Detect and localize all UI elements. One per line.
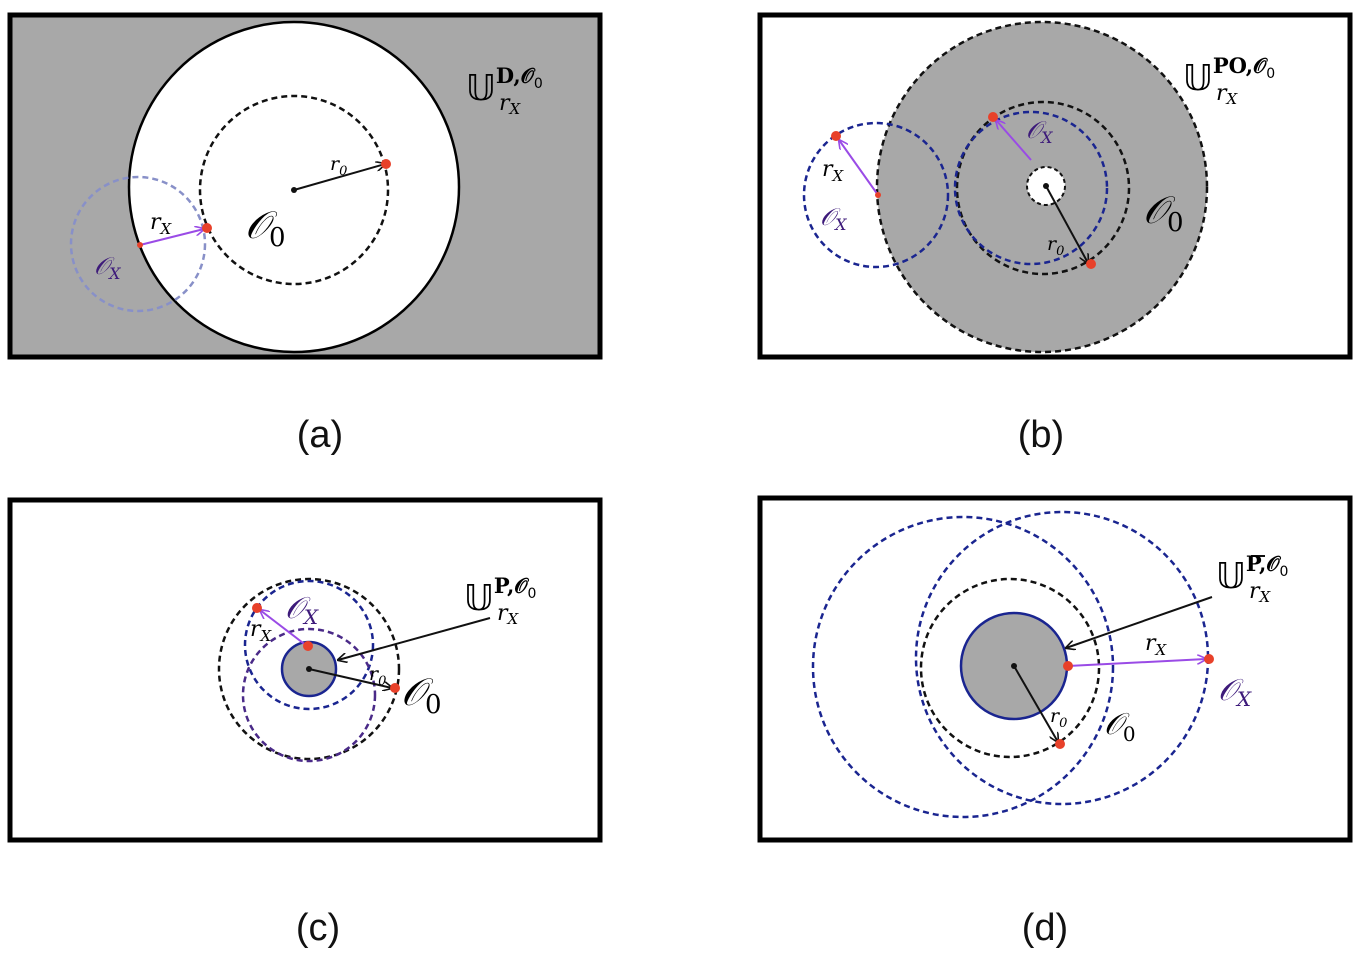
panel-c-r0-point [390,683,400,693]
panel-d-r0-point [1055,739,1065,749]
panel-a-rx-point [202,223,212,233]
panel-c-frame [7,497,603,843]
panel-a-region-label: 𝕌D,𝒪0 [466,63,543,109]
panel-d-rx-end-point [1204,654,1214,664]
panel-d-rx-arrow [1067,659,1206,667]
panel-d-r0-label: r0 [1050,705,1067,731]
panel-d-rx-start-point [1063,661,1073,671]
panel-b-region-sub: rX [1216,81,1239,108]
panel-b-rx-arrow-outer [839,140,879,196]
panel-b-center-point [1043,183,1049,189]
panel-d-region-label: 𝕌P,𝒪0 [1216,551,1288,597]
panel-a-rx-label: rX [150,210,173,238]
panel-a-region-sub: rX [499,91,522,118]
panel-b-dashed-r0-circle [955,100,1131,276]
panel-a-r0-label: r0 [330,153,347,179]
panel-c-ox-blue-circle [243,579,375,711]
panel-b-rx-point-inner [988,112,998,122]
panel-d-region-sub: rX [1249,579,1272,606]
panel-b-region-label: 𝕌PO,𝒪0 [1183,53,1275,99]
panel-d: r0 rX 𝒪0 𝒪X 𝕌P,𝒪0 rX (d) [757,495,1353,949]
panel-b-rx-point-outer [831,131,841,141]
panel-c-r0-arrow [308,668,392,688]
panel-a-ox-circle [69,175,207,313]
panel-b-rx-arrow-inner [996,120,1032,161]
panel-c-rx-label: rX [250,617,273,645]
panel-d-o0-label: 𝒪0 [1104,707,1136,746]
panel-c-ox-purple-circle [241,627,377,763]
panel-a-rx-arrow [139,229,204,246]
panel-c-region-sub: rX [497,601,520,628]
panel-b-ox-point [875,192,881,198]
panel-b-rx-label: rX [822,157,845,185]
panel-b-frame [757,12,1353,360]
panel-d-r0-arrow [1013,665,1058,742]
panel-a: r0 rX 𝒪0 𝒪X 𝕌D,𝒪0 rX (a) [7,12,603,456]
panel-c: r0 rX 𝒪0 𝒪X 𝕌P,𝒪0 rX (c) [7,497,603,949]
panel-d-rx-label: rX [1145,631,1168,659]
panel-a-caption: (a) [297,414,343,456]
panel-b-r0-point [1086,259,1096,269]
panel-b-r0-label: r0 [1047,233,1064,259]
panel-d-center-point [1011,663,1017,669]
panel-a-dashed-r0-circle [198,94,390,286]
panel-c-region-label: 𝕌P,𝒪0 [464,573,536,619]
panel-c-dashed-r0-circle [217,577,401,761]
panel-b-caption: (b) [1018,414,1064,456]
panel-a-frame [7,12,603,360]
panel-b-ox-inner-circle [953,110,1109,266]
panel-b-ox-outer-circle [802,121,950,269]
panel-b-r0-arrow [1045,185,1088,263]
panel-c-rx-arrow [260,610,308,647]
panel-a-ox-point [137,242,143,248]
panel-d-pointer-line [1066,596,1213,648]
panel-c-caption: (c) [296,907,340,949]
panel-d-caption: (d) [1022,907,1068,949]
panel-a-center-point [291,187,297,193]
panel-c-pointer-line [338,617,491,660]
panel-d-frame [757,495,1353,843]
panel-c-r0-label: r0 [369,663,386,689]
panel-a-r0-point [381,159,391,169]
panel-c-rx-point [252,603,262,613]
panel-b: r0 rX 𝒪0 𝒪X 𝒪X 𝕌PO,𝒪0 rX (b) [757,12,1353,456]
panel-d-dashed-r0-circle [919,577,1101,759]
panel-a-r0-arrow [293,164,385,191]
panel-c-ox-point [303,641,313,651]
panel-c-center-point [306,666,312,672]
panel-d-ox-left-circle [811,515,1115,819]
